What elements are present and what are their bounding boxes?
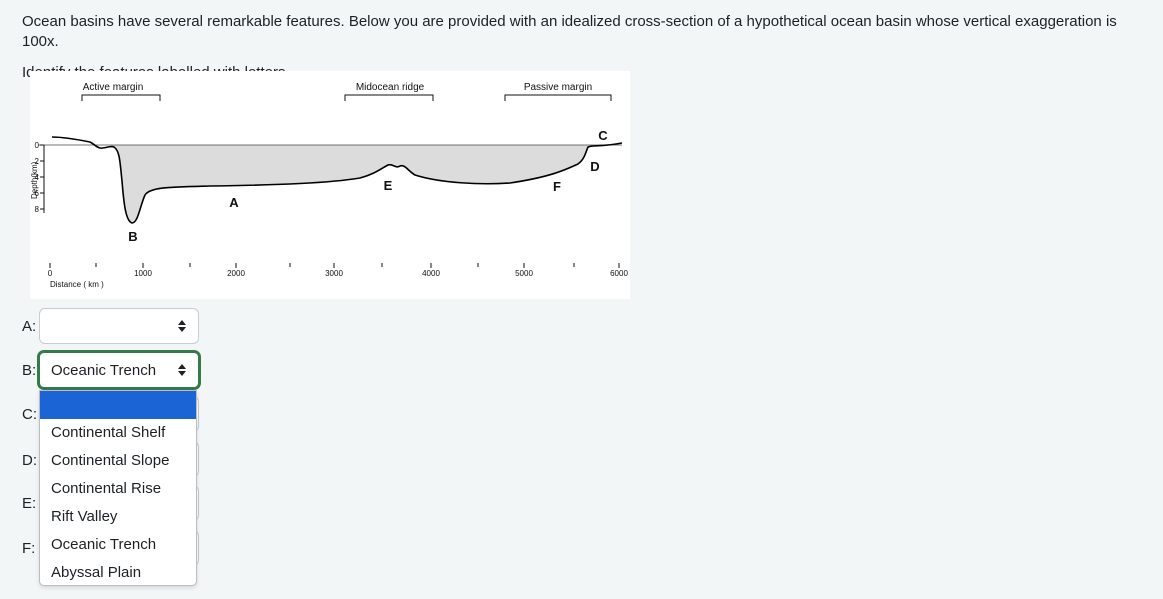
answer-select-b[interactable]: Oceanic Trench: [37, 350, 201, 390]
answer-select-a[interactable]: [39, 308, 199, 344]
feature-letter-d: D: [590, 159, 599, 174]
x-tick-2000: 2000: [227, 269, 245, 278]
answer-row-d: D:: [22, 442, 40, 478]
dropdown-option-abyssal-plain[interactable]: Abyssal Plain: [51, 564, 142, 581]
feature-letter-a: A: [229, 195, 239, 210]
select-arrows-icon: [178, 320, 186, 332]
answer-label-a: A:: [22, 317, 37, 335]
region-label-passive-margin: Passive margin: [524, 82, 592, 93]
dropdown-option-oceanic-trench[interactable]: Oceanic Trench: [51, 536, 157, 553]
dropdown-option-blank[interactable]: [40, 391, 196, 419]
answer-label-f: F:: [22, 539, 36, 557]
x-tick-6000: 6000: [610, 269, 628, 278]
x-tick-5000: 5000: [515, 269, 533, 278]
y-tick-2: 2: [35, 157, 40, 166]
region-label-active-margin: Active margin: [83, 82, 144, 93]
x-tick-0: 0: [48, 269, 53, 278]
answer-label-d: D:: [22, 451, 37, 469]
active-margin-bracket: [81, 94, 161, 101]
question-line-1: Ocean basins have several remarkable fea…: [22, 13, 1117, 50]
x-tick-3000: 3000: [325, 269, 343, 278]
midocean-ridge-bracket: [344, 94, 434, 101]
answer-label-e: E:: [22, 494, 37, 512]
dropdown-option-rift-valley[interactable]: Rift Valley: [51, 508, 118, 525]
y-tick-0: 0: [35, 141, 40, 150]
cross-section-diagram: Active margin Midocean ridge Passive mar…: [30, 82, 628, 289]
y-tick-6: 6: [35, 189, 40, 198]
y-tick-4: 4: [35, 173, 40, 182]
feature-letter-e: E: [384, 178, 393, 193]
feature-letter-f: F: [553, 179, 561, 194]
answer-row-e: E:: [22, 485, 40, 521]
select-arrows-icon: [178, 364, 186, 376]
x-tick-4000: 4000: [422, 269, 440, 278]
dropdown-option-continental-slope[interactable]: Continental Slope: [51, 452, 170, 469]
feature-letter-b: B: [128, 229, 137, 244]
ocean-basin-figure: Active margin Midocean ridge Passive mar…: [30, 71, 630, 299]
bathymetric-profile: [51, 136, 623, 224]
answer-label-c: C:: [22, 405, 37, 423]
x-tick-1000: 1000: [134, 269, 152, 278]
answer-select-b-value: Oceanic Trench: [51, 361, 157, 379]
water-area: [98, 145, 588, 223]
answer-label-b: B:: [22, 361, 37, 379]
answer-row-a: A:: [22, 308, 40, 344]
y-axis-label: Depth(km): [30, 161, 39, 199]
answer-row-c: C:: [22, 396, 40, 432]
dropdown-option-continental-shelf[interactable]: Continental Shelf: [51, 424, 166, 441]
y-tick-8: 8: [35, 205, 40, 214]
region-label-midocean-ridge: Midocean ridge: [356, 82, 425, 93]
answer-row-b: B:: [22, 352, 40, 388]
x-axis-label: Distance ( km ): [50, 280, 104, 289]
passive-margin-bracket: [504, 94, 612, 101]
answer-b-dropdown-list[interactable]: Continental Shelf Continental Slope Cont…: [39, 390, 197, 586]
answer-row-f: F:: [22, 530, 40, 566]
feature-letter-c: C: [598, 128, 608, 143]
dropdown-option-continental-rise[interactable]: Continental Rise: [51, 480, 162, 497]
